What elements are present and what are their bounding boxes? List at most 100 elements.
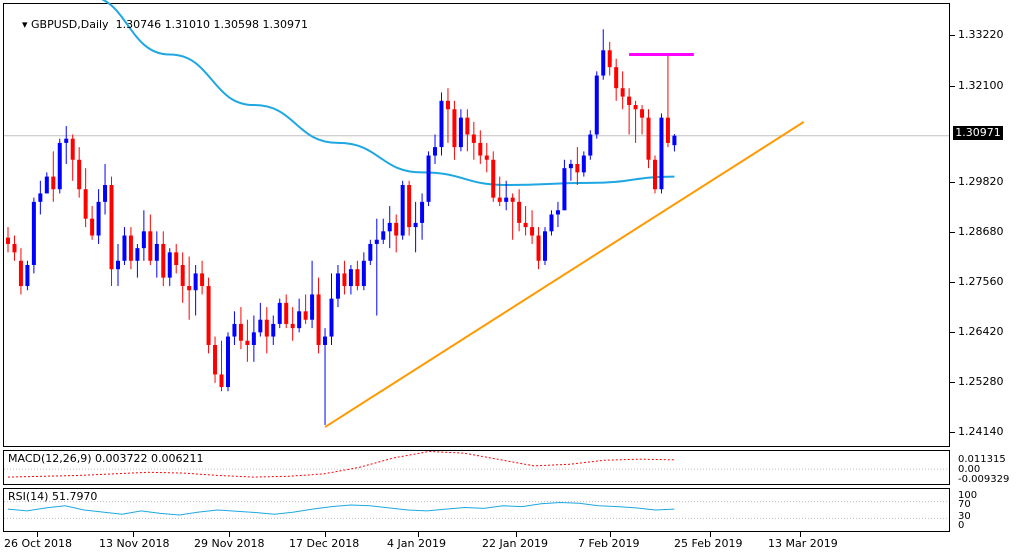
candle-body <box>653 159 657 190</box>
price-axis-label: 1.26420 <box>958 325 1004 338</box>
candle-body <box>83 189 88 219</box>
candle-body <box>213 344 218 375</box>
price-tick <box>950 232 955 233</box>
candle-body <box>368 243 373 261</box>
candle-body <box>329 298 334 337</box>
candle-body <box>70 138 75 160</box>
price-tick <box>950 382 955 383</box>
price-axis-label: 1.33220 <box>958 28 1004 41</box>
dropdown-triangle-icon[interactable]: ▾ <box>22 18 32 31</box>
candle-body <box>206 286 211 345</box>
date-tick <box>610 532 611 537</box>
candle-body <box>12 243 17 253</box>
rsi-axis-label: 100 <box>958 490 978 501</box>
macd-chart <box>4 451 949 478</box>
macd-pane[interactable]: MACD(12,26,9) 0.003722 0.006211 <box>3 450 950 485</box>
candle-body <box>348 269 353 287</box>
candle-body <box>607 50 612 68</box>
date-tick <box>37 532 38 537</box>
candle-body <box>471 134 476 143</box>
candle-body <box>504 197 509 202</box>
candle-body <box>238 323 243 341</box>
price-chart-pane[interactable]: ▾ GBPUSD,Daily 1.30746 1.31010 1.30598 1… <box>3 0 950 447</box>
candle-body <box>543 231 548 261</box>
candle-body <box>484 155 489 160</box>
candle-body <box>161 243 166 278</box>
candle-body <box>38 193 43 202</box>
candle-body <box>659 117 664 190</box>
candle-body <box>523 222 528 228</box>
date-axis-label: 13 Nov 2018 <box>99 537 170 550</box>
date-tick <box>229 532 230 537</box>
candle-body <box>452 109 457 148</box>
ascending-trendline <box>324 121 805 428</box>
price-tick <box>950 86 955 87</box>
candle-body <box>601 50 606 76</box>
candle-body <box>549 214 554 232</box>
candle-body <box>316 294 321 345</box>
candle-body <box>581 155 586 173</box>
candle-body <box>200 273 205 287</box>
candle-body <box>290 323 295 329</box>
date-tick <box>325 532 326 537</box>
candle-body <box>44 176 49 194</box>
candle-body <box>51 176 56 190</box>
candle-body <box>562 168 567 211</box>
candle-body <box>575 163 580 173</box>
candle-body <box>387 222 392 232</box>
candle-body <box>277 302 282 324</box>
candle-body <box>335 273 340 299</box>
candle-body <box>465 117 470 135</box>
rsi-chart <box>4 501 949 519</box>
candle-body <box>90 218 95 236</box>
candle-body <box>103 185 108 202</box>
candle-body <box>57 142 62 190</box>
candle-body <box>167 252 172 278</box>
candle-body <box>433 147 438 156</box>
candle-body <box>445 100 450 110</box>
candle-body <box>128 235 133 261</box>
macd-signal-line <box>7 451 675 478</box>
price-axis-label: 1.25280 <box>958 375 1004 388</box>
candle-body <box>232 323 237 337</box>
candle-body <box>517 201 522 223</box>
candle-body <box>381 231 386 240</box>
price-axis-label: 1.24140 <box>958 425 1004 438</box>
candle-body <box>180 264 185 287</box>
candle-body <box>6 237 10 244</box>
candle-body <box>258 319 263 333</box>
rsi-line <box>7 501 675 516</box>
candle-body <box>154 243 159 261</box>
candle-body <box>109 185 114 270</box>
macd-label: MACD(12,26,9) 0.003722 0.006211 <box>8 452 204 465</box>
candle-body <box>64 138 69 143</box>
candle-body <box>25 264 30 287</box>
candle-body <box>264 319 269 337</box>
candle-body <box>141 231 146 249</box>
rsi-axis-label: 30 <box>958 511 971 522</box>
candle-body <box>458 117 463 148</box>
rsi-pane[interactable]: RSI(14) 51.7970 <box>3 488 950 532</box>
candle-body <box>323 336 328 345</box>
candle-body <box>361 260 366 287</box>
price-axis-label: 1.29820 <box>958 175 1004 188</box>
price-tick <box>950 282 955 283</box>
candle-body <box>303 311 308 320</box>
candle-body <box>251 332 256 345</box>
candle-body <box>219 374 224 388</box>
candle-body <box>530 227 535 236</box>
date-axis-label: 4 Jan 2019 <box>387 537 446 550</box>
candle-body <box>148 231 153 261</box>
candle-body <box>426 155 431 202</box>
rsi-axis-label: 0 <box>958 520 965 531</box>
date-tick <box>516 532 517 537</box>
rsi-label: RSI(14) 51.7970 <box>8 490 98 503</box>
date-axis-label: 26 Oct 2018 <box>4 537 73 550</box>
date-tick <box>710 532 711 537</box>
candle-body <box>187 286 192 291</box>
candlestick-chart <box>4 0 949 428</box>
candle-body <box>568 163 573 169</box>
candle-body <box>491 159 496 198</box>
symbol-label: GBPUSD,Daily <box>31 18 109 31</box>
candle-body <box>355 269 360 287</box>
